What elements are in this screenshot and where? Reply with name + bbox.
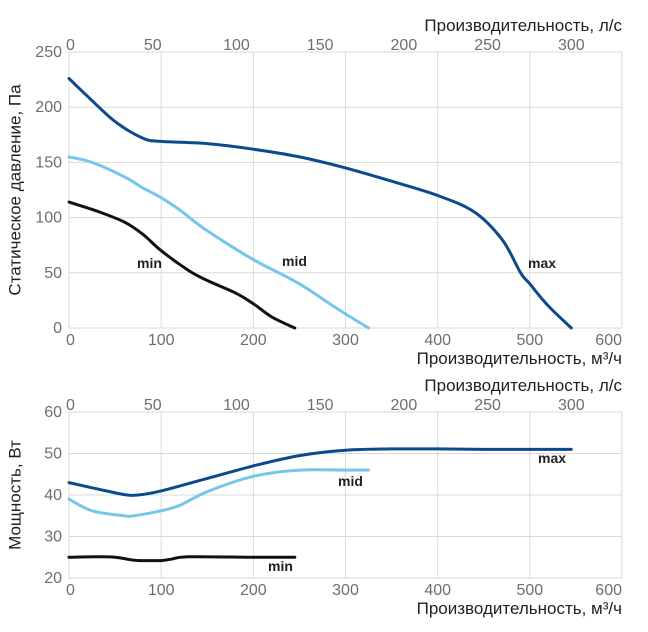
top-x-tick-label: 200 [391,37,418,54]
top-x-tick-label: 150 [307,37,334,54]
x-axis-title: Производительность, м³/ч [417,599,622,618]
x-tick-label: 400 [424,582,451,599]
y-tick-label: 50 [44,446,62,463]
top-x-tick-label: 300 [558,397,585,414]
x-tick-label: 100 [148,582,175,599]
x-tick-label: 600 [595,582,622,599]
pressure-chart: 0 100 200 300 400 500 600 0 50 100 150 200 250 300 0 50… [5,16,623,368]
y-tick-label: 40 [44,487,62,504]
top-x-tick-label: 50 [144,397,162,414]
x-tick-label: 300 [332,332,359,349]
y-tick-label: 200 [35,99,62,116]
series-line-mid [67,155,370,330]
y-tick-label: 20 [44,570,62,587]
top-x-tick-label: 250 [474,37,501,54]
x-tick-label: 300 [332,582,359,599]
x-tick-label: 100 [148,332,175,349]
power-chart: 0 100 200 300 400 500 600 0 50 100 150 200 250 300 20 3… [5,376,623,618]
top-x-tick-label: 250 [474,397,501,414]
top-x-tick-label: 200 [391,397,418,414]
top-x-tick-label: 50 [144,37,162,54]
series-line-max [67,447,573,497]
x-axis-title: Производительность, м³/ч [417,349,622,368]
y-tick-label: 150 [35,154,62,171]
series-label-max: max [538,450,566,466]
x-tick-label: 0 [66,582,75,599]
top-axis-title: Производительность, л/с [424,376,622,395]
top-x-tick-label: 100 [223,397,250,414]
x-tick-label: 600 [595,332,622,349]
y-tick-label: 50 [44,265,62,282]
y-tick-label: 30 [44,529,62,546]
y-tick-label: 250 [35,44,62,61]
series-label-min: min [268,558,293,574]
series-line-max [67,77,573,330]
top-x-tick-label: 0 [66,397,75,414]
plot-frame [68,411,623,579]
y-axis-title: Статическое давление, Па [5,84,24,296]
x-tick-label: 200 [240,582,267,599]
series-label-mid: mid [282,253,307,269]
x-tick-label: 0 [66,332,75,349]
series-label-mid: mid [338,473,363,489]
y-tick-label: 60 [44,404,62,421]
y-axis-title: Мощность, Вт [5,440,24,550]
top-x-tick-label: 300 [558,37,585,54]
series-label-max: max [528,255,556,271]
y-tick-label: 0 [53,320,62,337]
top-x-tick-label: 150 [307,397,334,414]
y-tick-label: 100 [35,210,62,227]
plot-frame [68,51,623,329]
x-tick-label: 400 [424,332,451,349]
top-axis-title: Производительность, л/с [424,16,622,35]
x-tick-label: 500 [516,332,543,349]
top-x-tick-label: 0 [66,37,75,54]
top-x-tick-label: 100 [223,37,250,54]
series-line-min [67,555,297,563]
series-line-mid [67,468,370,518]
series-label-min: min [137,255,162,271]
x-tick-label: 500 [516,582,543,599]
series-line-min [67,200,297,330]
x-tick-label: 200 [240,332,267,349]
